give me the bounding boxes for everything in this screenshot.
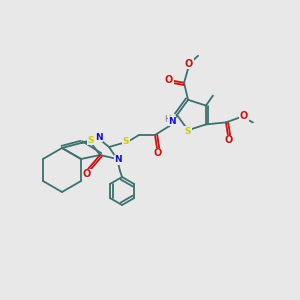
Text: N: N: [168, 116, 176, 125]
Text: O: O: [83, 169, 91, 179]
Text: S: S: [123, 137, 129, 146]
Text: S: S: [88, 136, 94, 145]
Text: N: N: [95, 133, 103, 142]
Text: O: O: [225, 135, 233, 146]
Text: O: O: [240, 111, 248, 122]
Text: O: O: [185, 59, 193, 69]
Text: N: N: [114, 155, 122, 164]
Text: S: S: [185, 127, 191, 136]
Text: H: H: [164, 115, 170, 124]
Text: O: O: [165, 75, 173, 85]
Text: O: O: [154, 148, 162, 158]
